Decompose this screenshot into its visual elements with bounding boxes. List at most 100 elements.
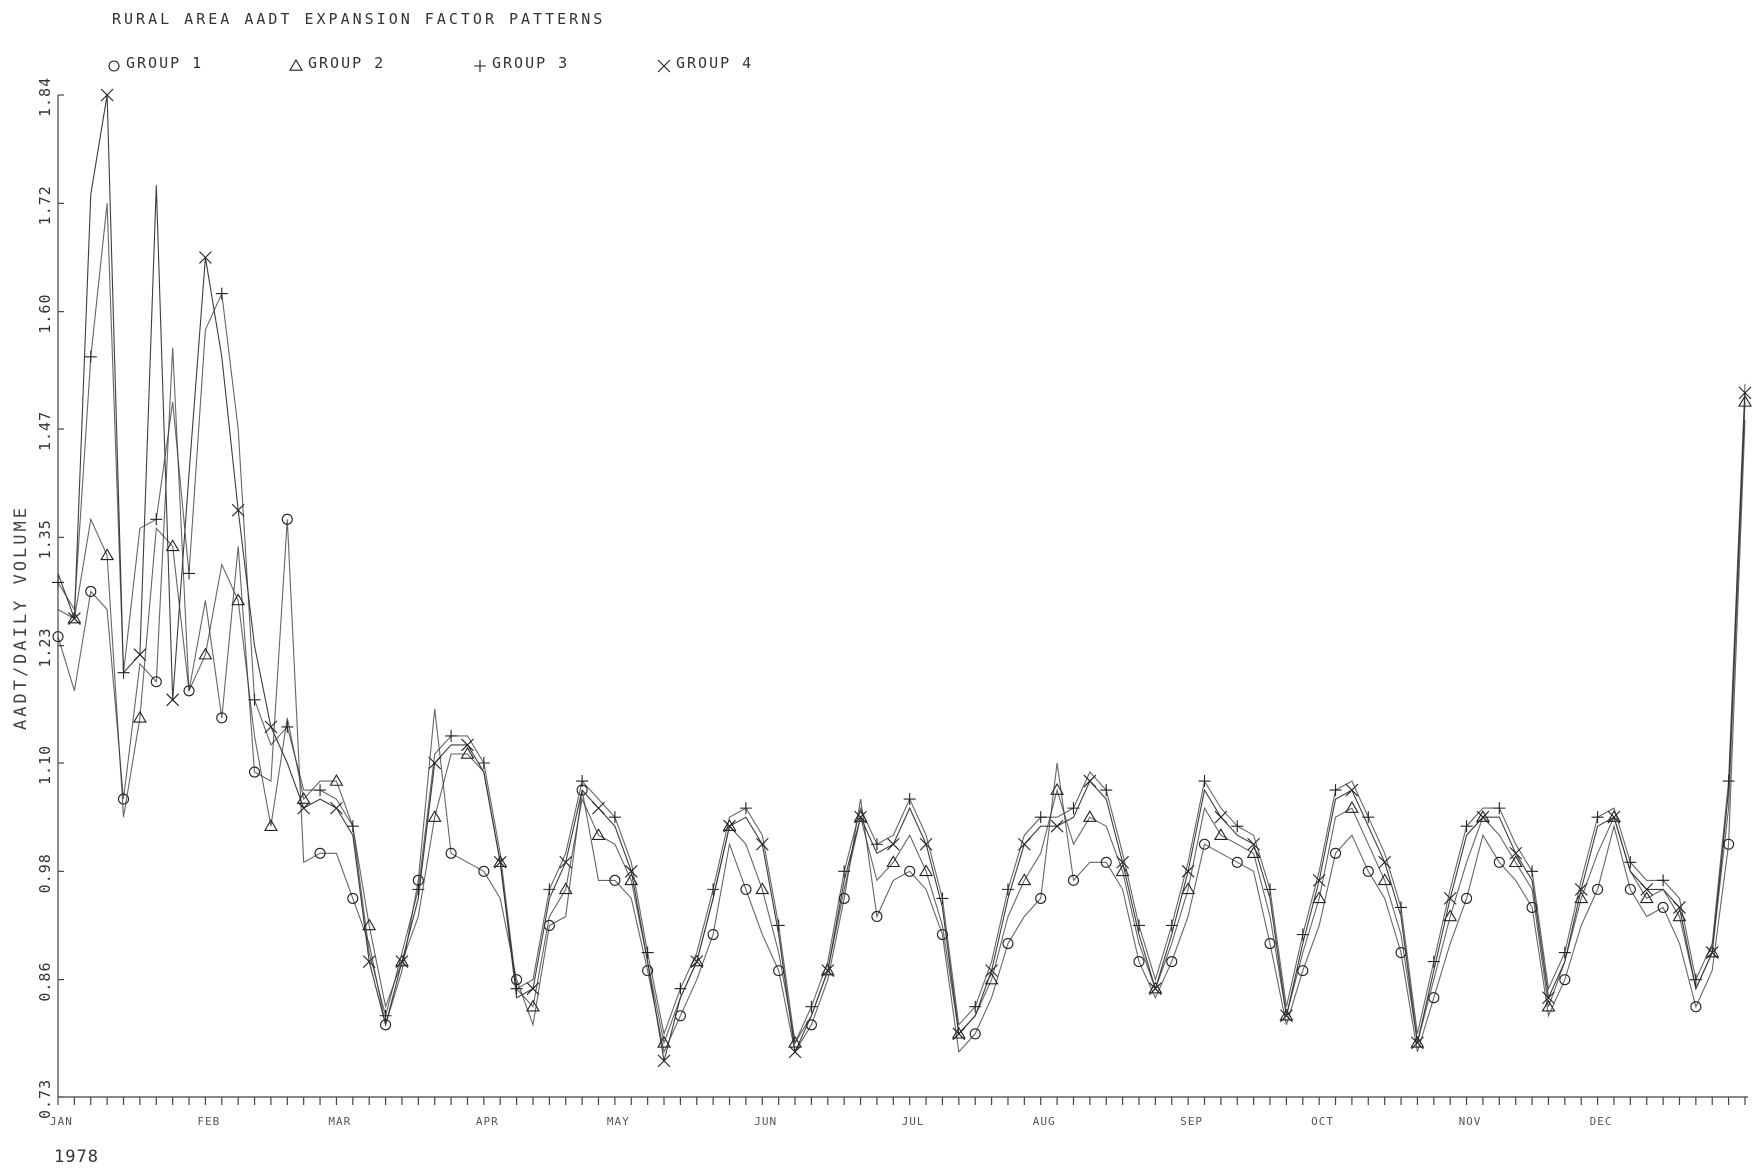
data-point-x <box>1640 882 1654 896</box>
data-point-triangle <box>1115 864 1130 877</box>
data-point-circle <box>707 928 719 941</box>
series-line <box>57 203 1746 1045</box>
data-point-triangle <box>1508 855 1523 868</box>
data-point-triangle <box>1213 828 1228 840</box>
series-2 <box>57 394 1752 1048</box>
data-point-plus <box>1526 865 1539 878</box>
data-point-triangle <box>1312 891 1327 904</box>
x-month-label: OCT <box>1311 1115 1334 1128</box>
data-point-circle <box>1002 937 1014 950</box>
data-point-triangle <box>132 710 147 723</box>
data-point-plus <box>1231 820 1244 833</box>
x-month-label: AUG <box>1033 1115 1056 1128</box>
data-point-x <box>886 837 900 851</box>
data-point-triangle <box>165 539 180 552</box>
data-point-x <box>1509 846 1523 860</box>
data-point-x <box>1083 774 1097 788</box>
data-point-circle <box>445 847 457 859</box>
data-point-x <box>723 819 736 833</box>
data-point-circle <box>871 910 883 923</box>
data-point-plus <box>1264 883 1277 896</box>
legend-marker-triangle-icon <box>289 58 303 71</box>
data-point-x <box>395 955 409 968</box>
data-point-triangle <box>460 746 475 759</box>
series-line <box>57 347 1746 1054</box>
data-point-plus <box>183 567 196 580</box>
y-tick-label: 0.86 <box>36 962 54 1002</box>
data-point-triangle <box>1017 873 1032 886</box>
legend-label: GROUP 1 <box>126 54 203 72</box>
data-point-triangle <box>1443 909 1458 922</box>
data-point-triangle <box>526 999 540 1012</box>
data-point-triangle <box>1541 999 1556 1012</box>
y-tick-label: 0.98 <box>36 853 54 893</box>
y-tick-label: 1.35 <box>36 519 54 559</box>
y-tick-label: 0.73 <box>36 1079 54 1119</box>
data-point-x <box>199 251 212 264</box>
legend-label: GROUP 4 <box>676 54 753 72</box>
data-point-triangle <box>67 611 82 624</box>
data-point-x <box>166 693 180 707</box>
data-point-x <box>493 855 507 869</box>
x-month-label: SEP <box>1180 1115 1203 1128</box>
data-point-x <box>559 855 573 869</box>
data-point-circle <box>183 685 195 697</box>
data-point-plus <box>1001 883 1014 896</box>
data-point-circle <box>1690 1001 1702 1013</box>
data-point-triangle <box>1181 882 1196 895</box>
data-point-circle <box>642 965 654 977</box>
y-tick-label: 1.72 <box>36 185 54 225</box>
data-point-x <box>67 612 81 625</box>
x-month-label: NOV <box>1459 1115 1482 1128</box>
data-point-x <box>755 837 769 851</box>
data-point-x <box>330 801 343 815</box>
data-point-x <box>231 503 245 517</box>
legend-label: GROUP 2 <box>308 54 385 72</box>
legend-item-group-4: GROUP 4 <box>657 54 753 73</box>
legend-marker-x-icon <box>657 59 671 73</box>
data-point-x <box>788 1045 802 1059</box>
data-point-circle <box>52 631 64 643</box>
data-point-triangle <box>394 954 409 967</box>
data-point-triangle <box>1410 1035 1425 1048</box>
data-point-triangle <box>329 773 344 786</box>
y-axis-ticks: 0.73 0.86 0.98 1.10 1.23 1.35 1.47 1.60 1.72 1.84 <box>36 77 64 1119</box>
data-point-plus <box>1657 874 1670 887</box>
data-point-x <box>1378 855 1392 869</box>
data-point-plus <box>1165 919 1178 932</box>
data-point-x <box>1705 946 1719 959</box>
data-point-circle <box>150 676 162 688</box>
data-point-plus <box>379 1009 392 1022</box>
legend-marker-circle-icon <box>108 60 120 72</box>
data-point-plus <box>1460 820 1473 833</box>
data-point-circle <box>1067 874 1080 886</box>
data-point-x <box>985 964 998 978</box>
x-month-label: FEB <box>197 1115 220 1128</box>
data-point-plus <box>936 892 949 905</box>
series-group <box>52 88 1752 1068</box>
data-point-x <box>1345 783 1359 797</box>
data-point-plus <box>903 793 916 806</box>
data-point-plus <box>52 576 64 589</box>
legend-marker-plus-icon <box>474 60 486 72</box>
data-point-triangle <box>1639 891 1654 904</box>
data-point-x <box>1574 882 1588 896</box>
data-point-x <box>624 864 638 878</box>
data-point-plus <box>1329 784 1342 797</box>
data-point-circle <box>85 585 97 598</box>
x-month-label: APR <box>476 1115 499 1128</box>
data-point-circle <box>248 766 261 778</box>
y-tick-label: 1.60 <box>36 294 54 334</box>
data-point-plus <box>1100 784 1113 797</box>
data-point-triangle <box>1344 801 1359 813</box>
data-point-x <box>1312 873 1326 887</box>
data-point-x <box>362 955 376 968</box>
series-line <box>57 94 1746 1062</box>
legend: GROUP 1 GROUP 2 GROUP 3 GROUP 4 <box>108 54 753 73</box>
data-point-circle <box>1461 892 1473 904</box>
data-point-plus <box>84 350 97 363</box>
legend-item-group-1: GROUP 1 <box>108 54 203 72</box>
y-tick-label: 1.10 <box>36 745 54 785</box>
data-point-circle <box>609 874 621 886</box>
